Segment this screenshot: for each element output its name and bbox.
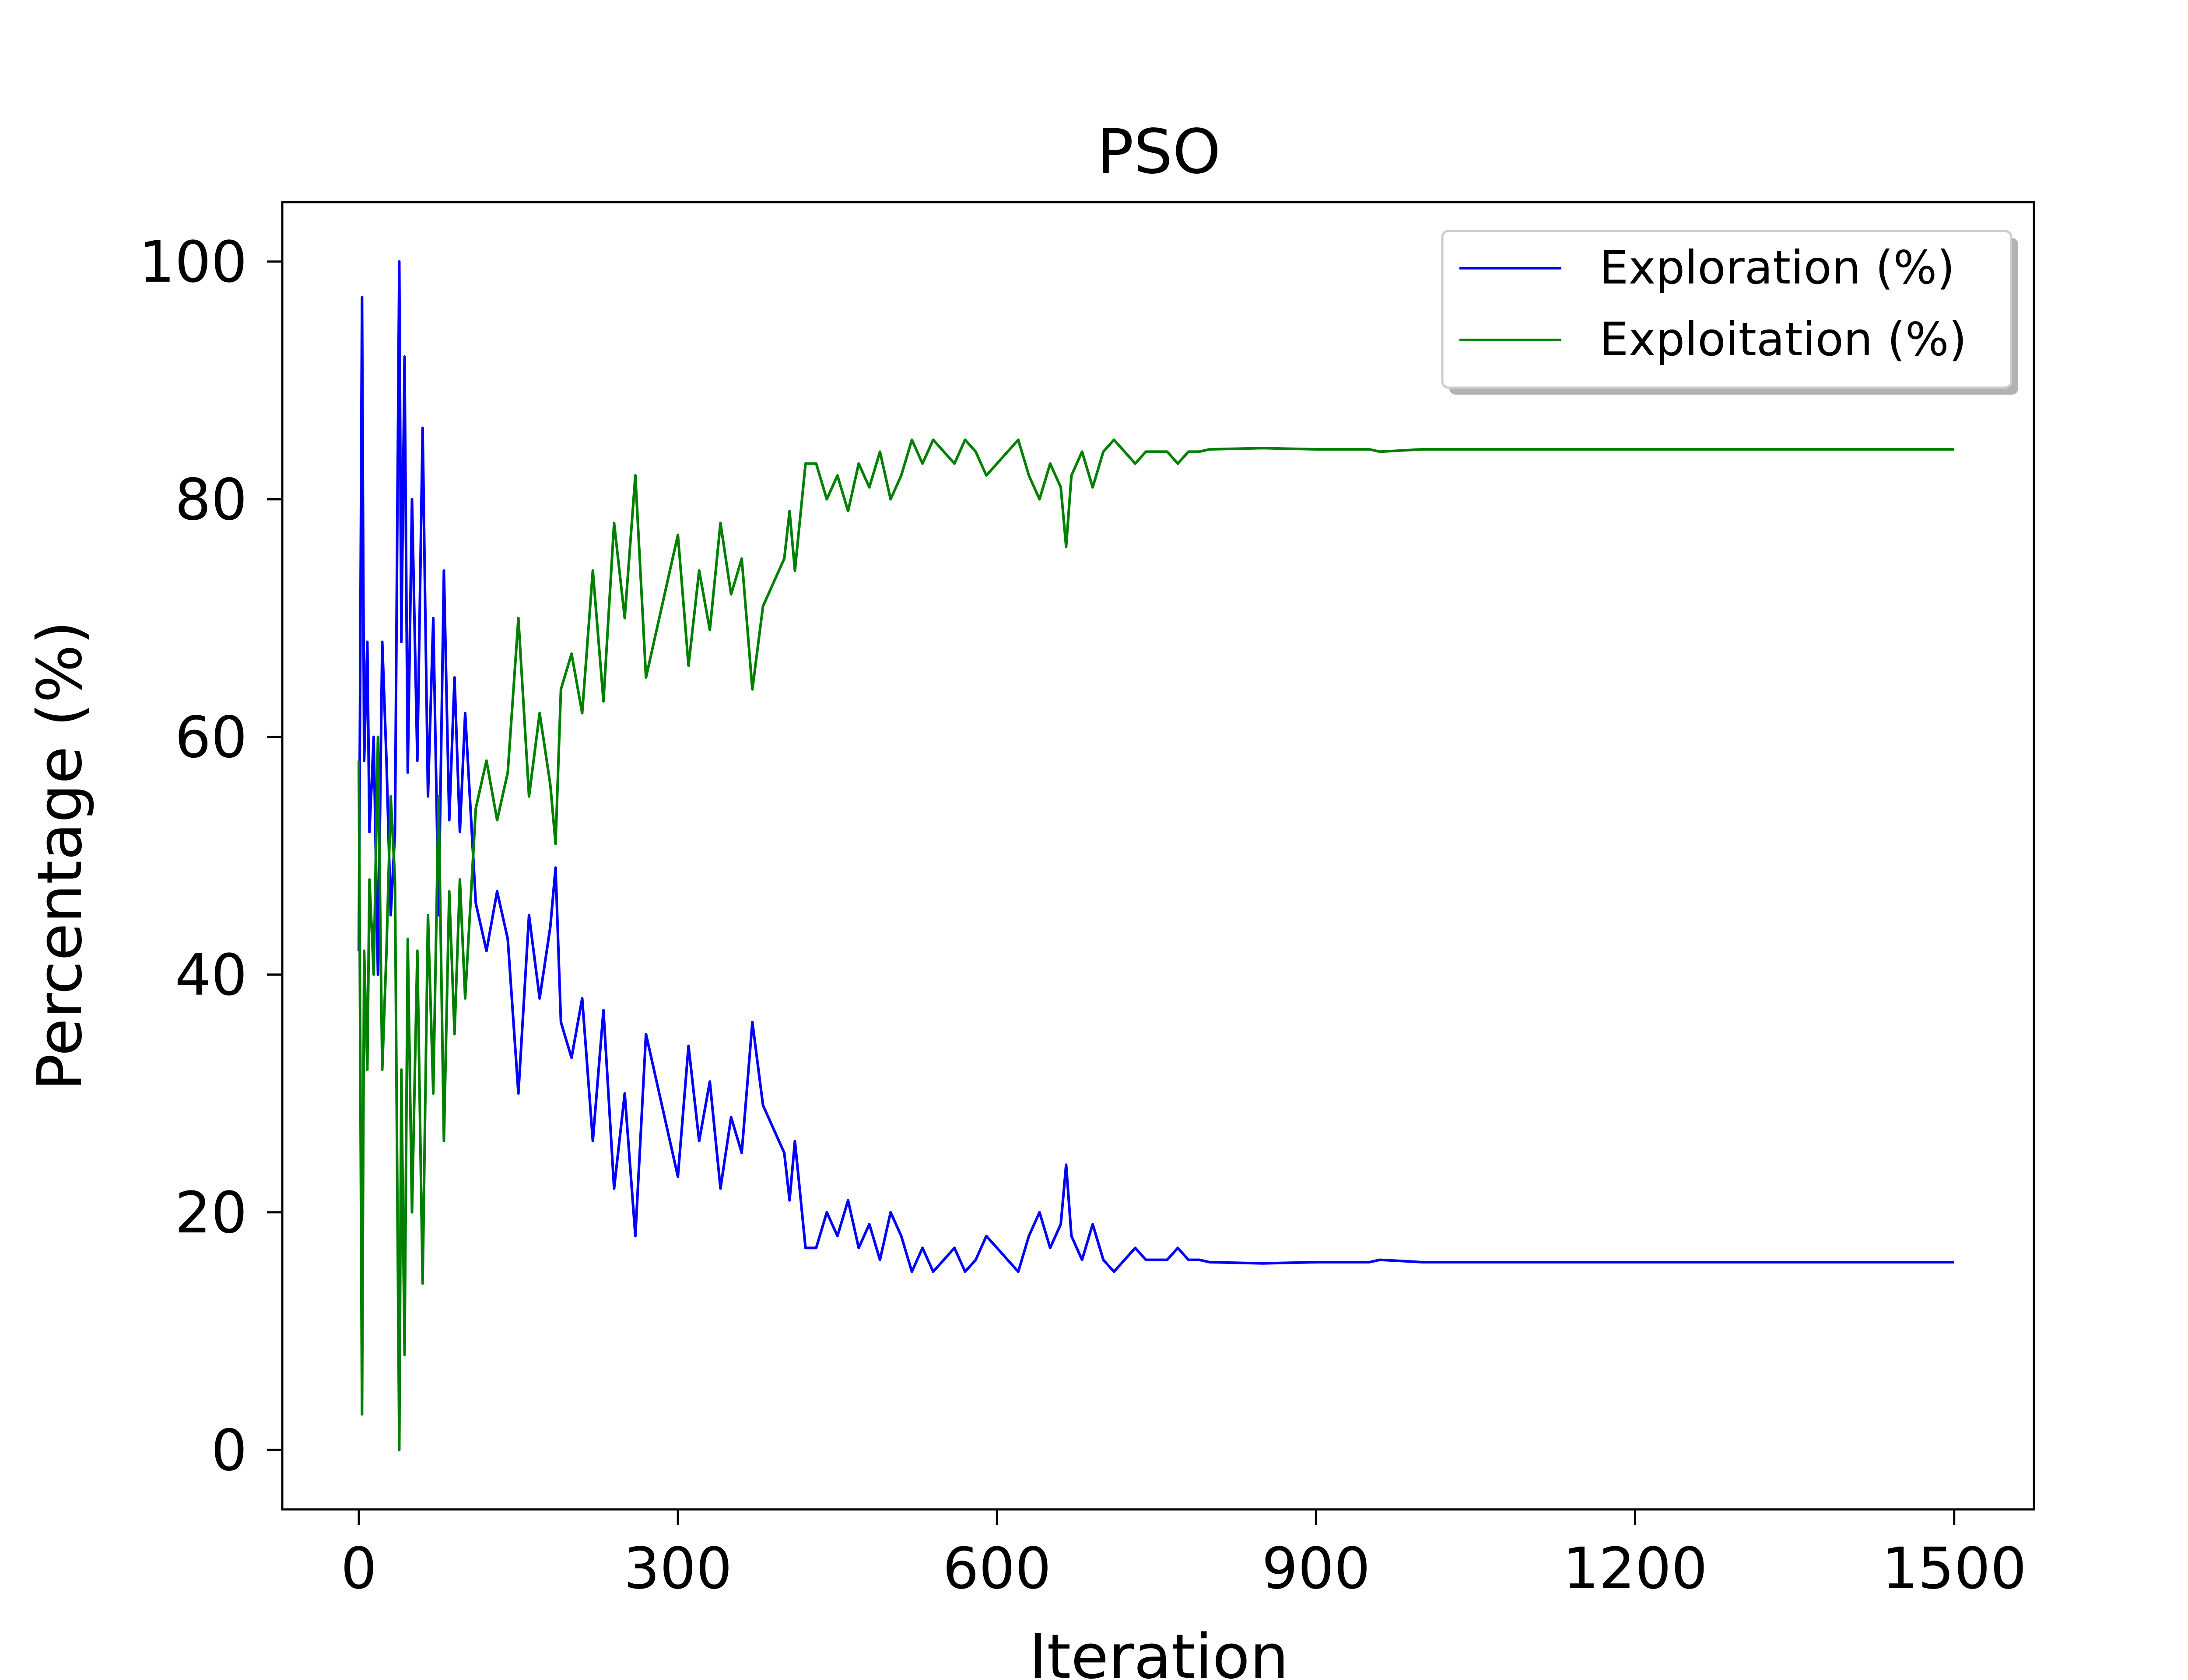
legend-box <box>1441 230 2013 389</box>
x-axis-label: Iteration <box>1029 1621 1289 1680</box>
chart-title: PSO <box>1097 116 1221 188</box>
x-tick-label: 300 <box>624 1535 732 1602</box>
y-tick-label: 100 <box>139 229 247 295</box>
x-axis: 0 300 600 900 1200 1500 <box>341 1509 2027 1602</box>
series-line-exploration <box>358 260 1954 1273</box>
legend-label-exploration: Exploration (%) <box>1599 241 1955 294</box>
x-tick-label: 900 <box>1262 1535 1370 1602</box>
plot-area-frame <box>281 201 2035 1511</box>
series-layer <box>358 260 1954 1452</box>
x-tick-label: 0 <box>341 1535 377 1602</box>
x-tick-label: 1200 <box>1563 1535 1708 1602</box>
legend: Exploration (%) Exploitation (%) <box>1441 230 2018 395</box>
y-tick-label: 40 <box>175 942 247 1008</box>
y-axis: 0 20 40 60 80 100 <box>139 229 282 1484</box>
y-axis-label: Percentage (%) <box>25 621 96 1091</box>
x-tick-label: 1500 <box>1882 1535 2027 1602</box>
series-line-exploitation <box>358 438 1954 1452</box>
x-tick-label: 600 <box>943 1535 1051 1602</box>
y-tick-label: 80 <box>175 466 247 533</box>
y-tick-label: 60 <box>175 704 247 770</box>
y-tick-label: 20 <box>175 1180 247 1246</box>
y-tick-label: 0 <box>211 1417 247 1484</box>
legend-label-exploitation: Exploitation (%) <box>1599 313 1967 366</box>
